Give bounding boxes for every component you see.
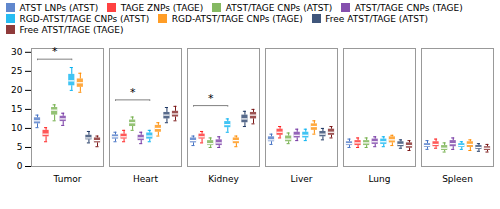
html-text:Free ATST/TAGE (TAGE): Free ATST/TAGE (TAGE) bbox=[19, 24, 124, 35]
svg-text:Liver: Liver bbox=[290, 173, 312, 183]
svg-text:25: 25 bbox=[11, 66, 22, 76]
svg-text:Spleen: Spleen bbox=[442, 173, 473, 183]
svg-text:*: * bbox=[130, 85, 136, 98]
html-text:ATST LNPs (ATST): ATST LNPs (ATST) bbox=[19, 2, 99, 13]
html-text:RGD-ATST/TAGE CNPs (ATST): RGD-ATST/TAGE CNPs (ATST) bbox=[19, 13, 150, 24]
html-text:RGD-ATST/TAGE CNPs (TAGE): RGD-ATST/TAGE CNPs (TAGE) bbox=[171, 13, 303, 24]
svg-text:30: 30 bbox=[11, 47, 23, 57]
html-text:Free ATST/TAGE (ATST): Free ATST/TAGE (ATST) bbox=[325, 13, 428, 24]
svg-text:20: 20 bbox=[11, 85, 23, 95]
svg-text:Lung: Lung bbox=[369, 173, 391, 183]
svg-text:Heart: Heart bbox=[133, 173, 159, 183]
html-text:ATST/TAGE CNPs (TAGE): ATST/TAGE CNPs (TAGE) bbox=[354, 2, 463, 13]
svg-text:5: 5 bbox=[17, 142, 23, 152]
svg-text:10: 10 bbox=[11, 123, 23, 133]
svg-text:*: * bbox=[52, 45, 58, 58]
svg-text:15: 15 bbox=[11, 104, 22, 114]
svg-text:Tumor: Tumor bbox=[53, 173, 82, 183]
svg-text:*: * bbox=[208, 91, 214, 104]
html-text:ATST/TAGE CNPs (ATST): ATST/TAGE CNPs (ATST) bbox=[225, 2, 333, 13]
html-text:TAGE ZNPs (TAGE): TAGE ZNPs (TAGE) bbox=[120, 2, 204, 13]
svg-text:Kidney: Kidney bbox=[208, 173, 239, 183]
svg-text:0: 0 bbox=[17, 161, 23, 171]
